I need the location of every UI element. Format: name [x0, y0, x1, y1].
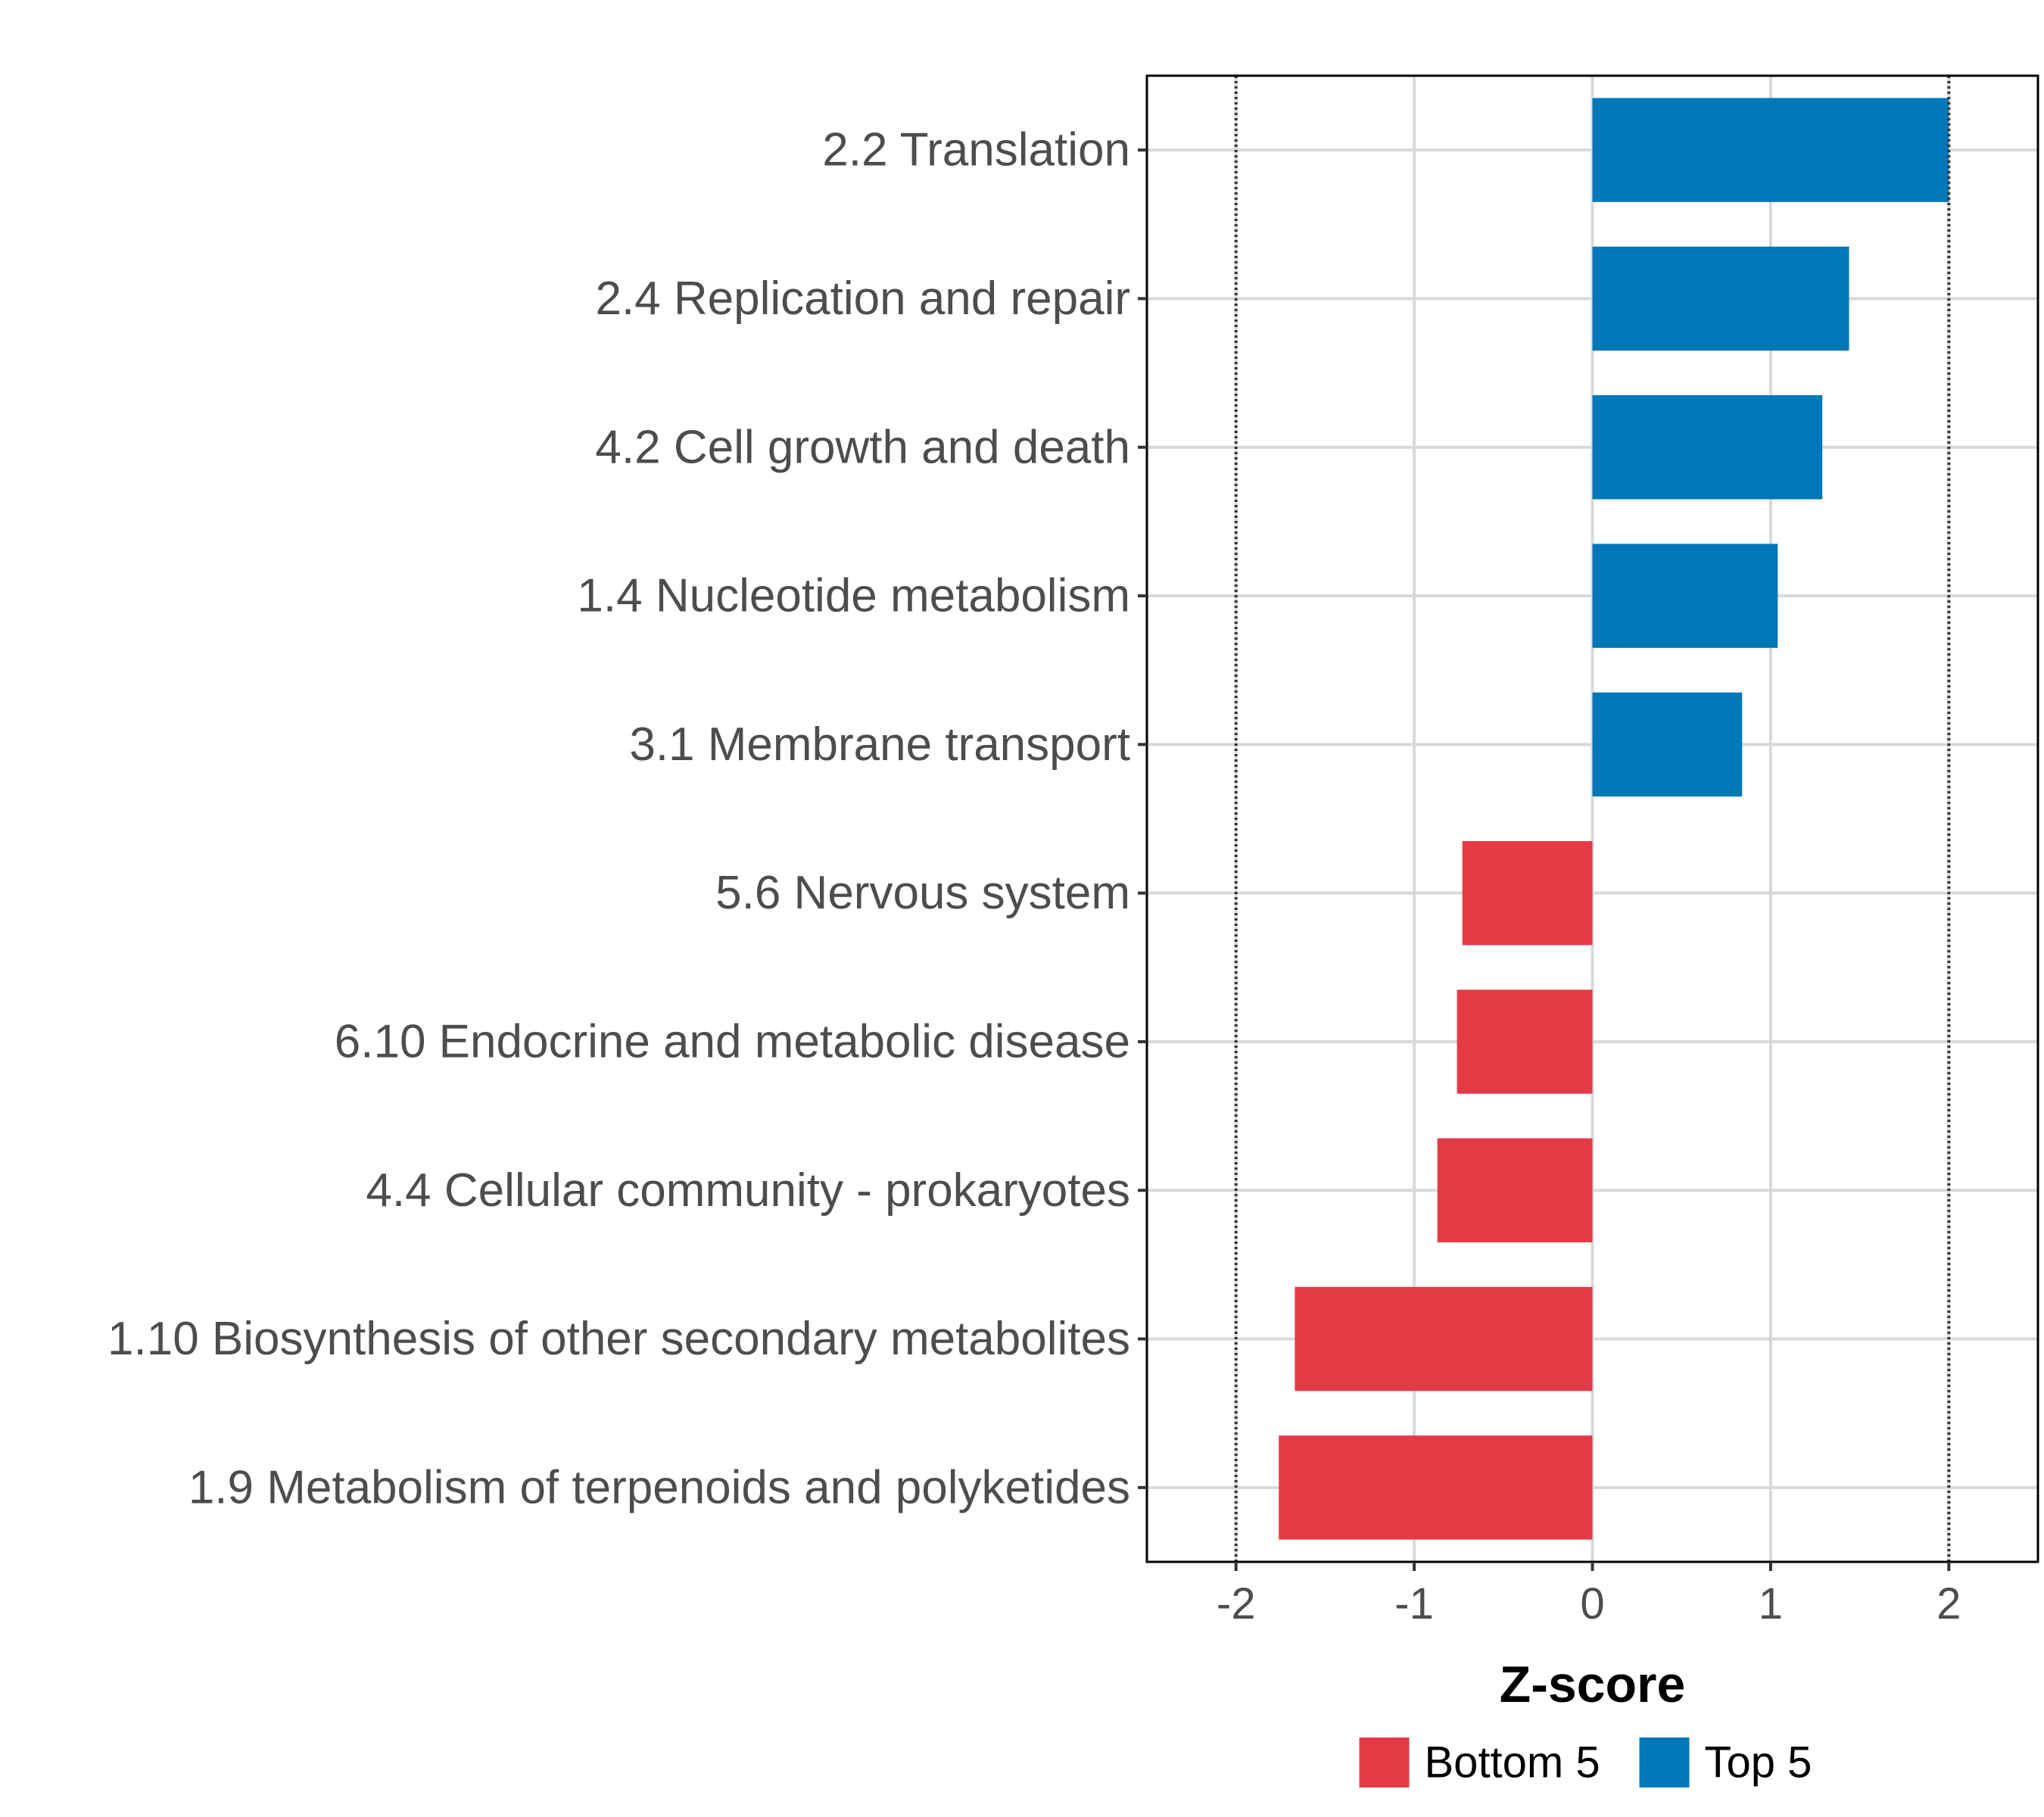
legend-label: Bottom 5 [1425, 1738, 1600, 1787]
legend-key [1359, 1738, 1410, 1787]
x-tick-label: 1 [1759, 1579, 1783, 1628]
x-axis: -2 -1 0 1 2 [1217, 1562, 1961, 1628]
category-label: 4.2 Cell growth and death [595, 421, 1130, 473]
x-axis-title: Z-score [1500, 1656, 1686, 1713]
x-tick-label: 2 [1937, 1579, 1961, 1628]
bar [1437, 1138, 1593, 1242]
x-tick-label: 0 [1580, 1579, 1604, 1628]
category-label: 3.1 Membrane transport [629, 718, 1130, 771]
bar [1592, 246, 1849, 351]
legend-label: Top 5 [1705, 1738, 1812, 1787]
category-label: 6.10 Endocrine and metabolic disease [335, 1015, 1130, 1067]
bar [1457, 990, 1593, 1094]
category-label: 1.10 Biosynthesis of other secondary met… [107, 1313, 1130, 1365]
x-tick-label: -2 [1217, 1579, 1256, 1628]
bar [1462, 840, 1593, 946]
y-axis: 2.2 Translation 2.4 Replication and repai… [107, 124, 1147, 1513]
bar [1295, 1286, 1593, 1392]
bar [1592, 395, 1823, 500]
reference-lines [1234, 76, 1951, 1562]
category-label: 1.9 Metabolism of terpenoids and polyket… [189, 1461, 1130, 1513]
category-label: 4.4 Cellular community - prokaryotes [366, 1164, 1130, 1217]
bar-layer [1279, 98, 1949, 1540]
legend-key [1639, 1738, 1690, 1787]
category-label: 5.6 Nervous system [715, 867, 1130, 919]
category-label: 1.4 Nucleotide metabolism [577, 570, 1130, 622]
category-label: 2.4 Replication and repair [595, 273, 1130, 325]
x-tick-label: -1 [1394, 1579, 1434, 1628]
legend: Bottom 5 Top 5 [1359, 1738, 1812, 1787]
bar [1592, 544, 1778, 648]
bar [1592, 692, 1743, 797]
bar [1592, 98, 1949, 202]
bar [1279, 1435, 1593, 1540]
category-label: 2.2 Translation [822, 124, 1130, 176]
